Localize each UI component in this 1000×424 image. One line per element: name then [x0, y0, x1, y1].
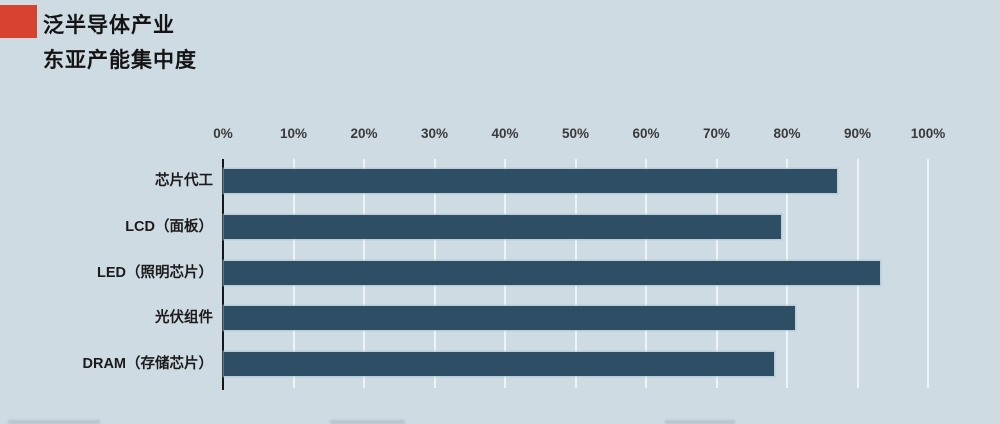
- x-tick-label: 30%: [420, 126, 449, 141]
- x-tick-label: 60%: [632, 126, 660, 141]
- chart-title-line2: 东亚产能集中度: [43, 49, 197, 72]
- gridline: [927, 159, 929, 388]
- bar-5: [224, 352, 774, 376]
- x-tick-label: 40%: [491, 126, 519, 141]
- bar-3: [224, 260, 880, 285]
- cropped-watermark-fragment: [665, 420, 735, 424]
- category-label: 芯片代工: [155, 173, 213, 189]
- x-tick-label: 80%: [773, 126, 801, 141]
- x-tick-label: 50%: [561, 126, 590, 141]
- x-tick-label: 0%: [213, 126, 233, 141]
- x-tick-label: 90%: [843, 126, 872, 141]
- bar-1: [224, 169, 838, 193]
- cropped-watermark-fragment: [330, 420, 405, 424]
- x-tick-label: 20%: [350, 126, 378, 141]
- chart-title-line1: 泛半导体产业: [43, 14, 175, 37]
- chart-title: 泛半导体产业 东亚产能集中度: [43, 8, 197, 78]
- category-label: LCD（面板）: [125, 218, 213, 235]
- bar-2: [224, 214, 781, 239]
- cropped-watermark-fragment: [8, 420, 100, 424]
- category-label: DRAM（存储芯片）: [82, 356, 214, 372]
- bar-4: [224, 306, 796, 331]
- x-tick-label: 10%: [279, 126, 308, 141]
- x-tick-label: 100%: [910, 126, 946, 141]
- x-tick-label: 70%: [702, 126, 731, 141]
- category-label: LED（照明芯片）: [97, 264, 213, 281]
- y-axis-line: [222, 159, 224, 390]
- category-label: 光伏组件: [155, 310, 213, 327]
- red-accent-square: [0, 5, 37, 38]
